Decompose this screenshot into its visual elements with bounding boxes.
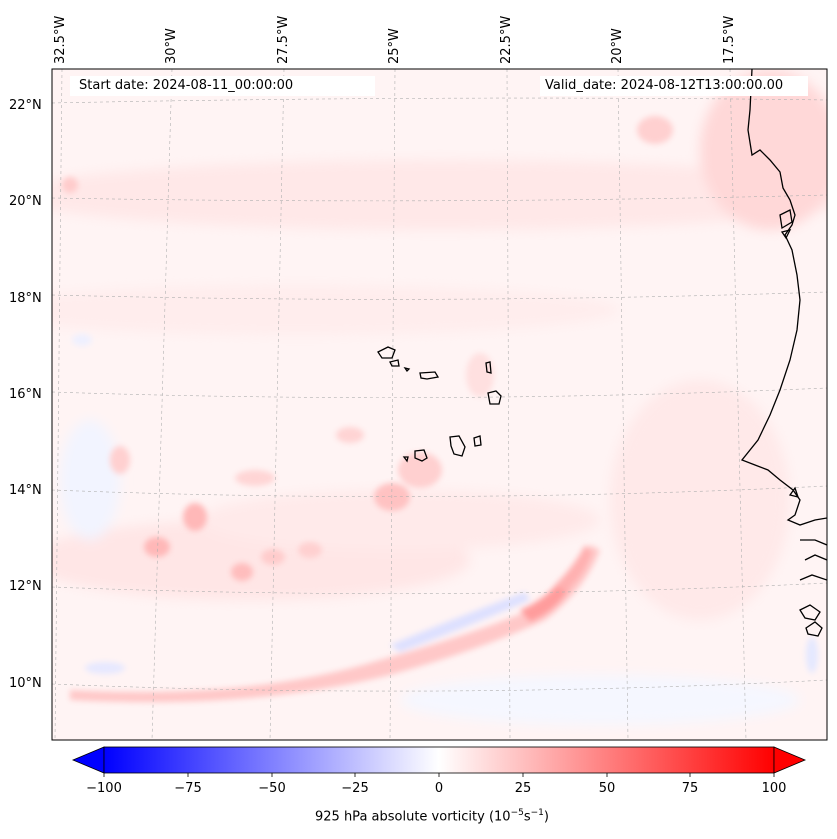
colorbar-label-exp2: −1 [530,808,544,818]
lat-label: 22°N [9,98,42,113]
vorticity-field [52,69,827,740]
colorbar-tick: −25 [341,781,369,796]
lon-label: 22.5°W [499,15,514,64]
start-date-label: Start date: 2024-08-11_00:00:00 [79,78,294,93]
colorbar-tick: 100 [761,781,787,796]
colorbar [71,746,807,777]
lon-label: 30°W [164,28,179,64]
colorbar-label-end: ) [543,809,549,825]
valid-date-box [540,76,808,96]
lat-label: 16°N [9,387,42,402]
colorbar-tick: 50 [598,781,616,796]
map-frame [51,68,828,741]
graticule [52,69,827,740]
lat-label: 14°N [9,483,42,498]
lon-label: 25°W [387,28,402,64]
colorbar-min-extend [71,746,105,774]
lon-label: 20°W [610,28,625,64]
lat-label: 10°N [9,676,42,691]
lon-label: 27.5°W [276,15,291,64]
colorbar-tick: −75 [174,781,202,796]
colorbar-tick: 75 [681,781,699,796]
colorbar-label-text: 925 hPa absolute vorticity (10 [315,809,511,825]
colorbar-tick: 25 [514,781,532,796]
coastline [377,69,827,637]
valid-date-label: Valid_date: 2024-08-12T13:00:00.00 [545,78,784,93]
colorbar-tick: −100 [86,781,122,796]
colorbar-max-extend [773,746,807,774]
lat-label: 20°N [9,194,42,209]
lat-label: 12°N [9,579,42,594]
colorbar-label-mid: s [523,809,531,825]
colorbar-label: 925 hPa absolute vorticity (10−5s−1) [315,808,549,824]
colorbar-gradient [103,746,775,774]
lon-label: 17.5°W [722,15,737,64]
colorbar-label-exp1: −5 [510,808,524,818]
colorbar-tick: 0 [434,781,444,796]
start-date-box [70,76,375,96]
colorbar-tick: −50 [258,781,286,796]
lat-label: 18°N [9,291,42,306]
lon-label: 32.5°W [53,15,68,64]
